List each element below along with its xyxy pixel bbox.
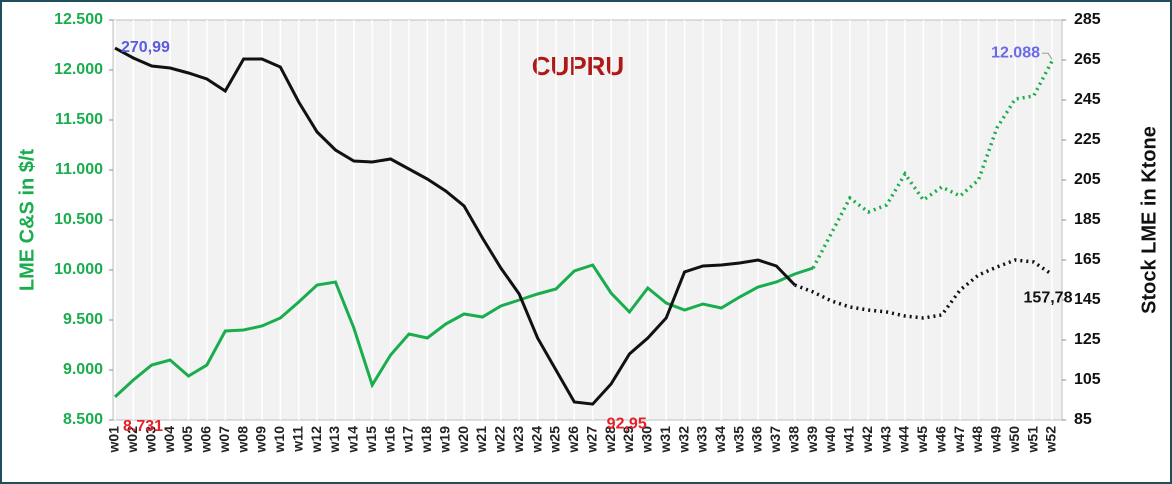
x-tick-label: w38 (785, 426, 801, 454)
x-tick-label: w31 (657, 426, 673, 454)
y2-axis-title: Stock LME in Ktone (1138, 126, 1160, 314)
x-tick-label: w23 (510, 426, 526, 454)
y2-tick-label: 125 (1074, 331, 1101, 348)
x-tick-label: w36 (749, 426, 765, 454)
x-tick-label: w45 (914, 426, 930, 454)
x-tick-label: w50 (1006, 426, 1022, 454)
y2-tick-label: 285 (1074, 11, 1101, 28)
x-tick-label: w27 (583, 426, 599, 454)
series-line (113, 263, 814, 399)
y-tick-label: 12.000 (54, 61, 103, 78)
y-tick-label: 12.500 (54, 11, 103, 28)
x-tick-label: w05 (179, 426, 195, 454)
y2-tick-label: 165 (1074, 251, 1101, 268)
data-label: 157,78 (1024, 290, 1073, 307)
x-tick-label: w29 (620, 426, 636, 454)
x-tick-label: w37 (767, 426, 783, 454)
x-tick-label: w52 (1043, 426, 1059, 454)
y-axis-title: LME C&S in $/t (16, 149, 38, 292)
y-tick-label: 8.500 (63, 411, 103, 428)
plot-area (112, 19, 1063, 421)
leader-line (1042, 52, 1053, 60)
y-tick-label: 11.500 (55, 111, 103, 128)
y-tick-label: 9.000 (63, 361, 103, 378)
data-label: 92,95 (607, 415, 647, 432)
x-tick-label: w14 (345, 426, 361, 454)
y-tick-label: 9.500 (63, 311, 103, 328)
x-tick-label: w06 (198, 426, 214, 454)
x-tick-label: w08 (234, 426, 250, 454)
series-line (114, 46, 796, 406)
chart-title: CUPRU (532, 51, 624, 81)
y2-tick-label: 185 (1074, 211, 1101, 228)
x-tick-label: w16 (381, 426, 397, 454)
x-tick-label: w19 (436, 426, 452, 454)
x-tick-label: w04 (161, 426, 177, 454)
x-tick-label: w24 (528, 426, 544, 454)
data-label: 270,99 (121, 39, 170, 56)
x-tick-label: w09 (253, 426, 269, 454)
x-tick-label: w20 (455, 426, 471, 454)
x-tick-label: w35 (730, 426, 746, 454)
data-label: 12.088 (991, 44, 1040, 61)
y2-tick-label: 225 (1074, 131, 1101, 148)
x-tick-label: w15 (363, 426, 379, 454)
x-tick-label: w49 (988, 426, 1004, 454)
x-tick-label: w39 (804, 426, 820, 454)
x-tick-label: w34 (712, 426, 728, 454)
x-tick-label: w12 (308, 426, 324, 454)
x-tick-label: w17 (400, 426, 416, 454)
y2-tick-label: 205 (1074, 171, 1101, 188)
y2-tick-label: 85 (1074, 411, 1092, 428)
x-tick-label: w22 (492, 426, 508, 454)
x-tick-label: w30 (639, 426, 655, 454)
x-tick-label: w01 (106, 426, 122, 454)
data-label: 8.731 (123, 418, 163, 435)
y-tick-label: 10.000 (54, 261, 103, 278)
x-tick-label: w44 (896, 426, 912, 454)
x-tick-label: w28 (602, 426, 618, 454)
x-tick-label: w10 (271, 426, 287, 454)
x-tick-label: w18 (418, 426, 434, 454)
y-tick-label: 10.500 (54, 211, 103, 228)
y2-tick-label: 105 (1074, 371, 1101, 388)
x-tick-label: w26 (565, 426, 581, 454)
x-tick-label: w07 (216, 426, 232, 454)
x-tick-label: w42 (859, 426, 875, 454)
x-tick-label: w11 (289, 426, 305, 453)
series-line (794, 258, 1053, 320)
x-tick-label: w41 (841, 426, 857, 454)
x-tick-label: w40 (822, 426, 838, 454)
x-tick-label: w48 (969, 426, 985, 454)
x-tick-label: w43 (877, 426, 893, 454)
x-tick-label: w47 (951, 426, 967, 454)
x-tick-label: w51 (1024, 426, 1040, 454)
y2-tick-label: 245 (1074, 91, 1101, 108)
y2-tick-label: 145 (1074, 291, 1101, 308)
x-tick-label: w46 (932, 426, 948, 454)
x-tick-label: w25 (547, 426, 563, 454)
x-tick-label: w33 (694, 426, 710, 454)
x-tick-label: w32 (675, 426, 691, 454)
x-tick-label: w03 (142, 426, 158, 454)
x-tick-label: w02 (124, 426, 140, 454)
y2-tick-label: 265 (1074, 51, 1101, 68)
x-tick-label: w13 (326, 426, 342, 454)
y-tick-label: 11.000 (55, 161, 103, 178)
x-tick-label: w21 (473, 426, 489, 454)
